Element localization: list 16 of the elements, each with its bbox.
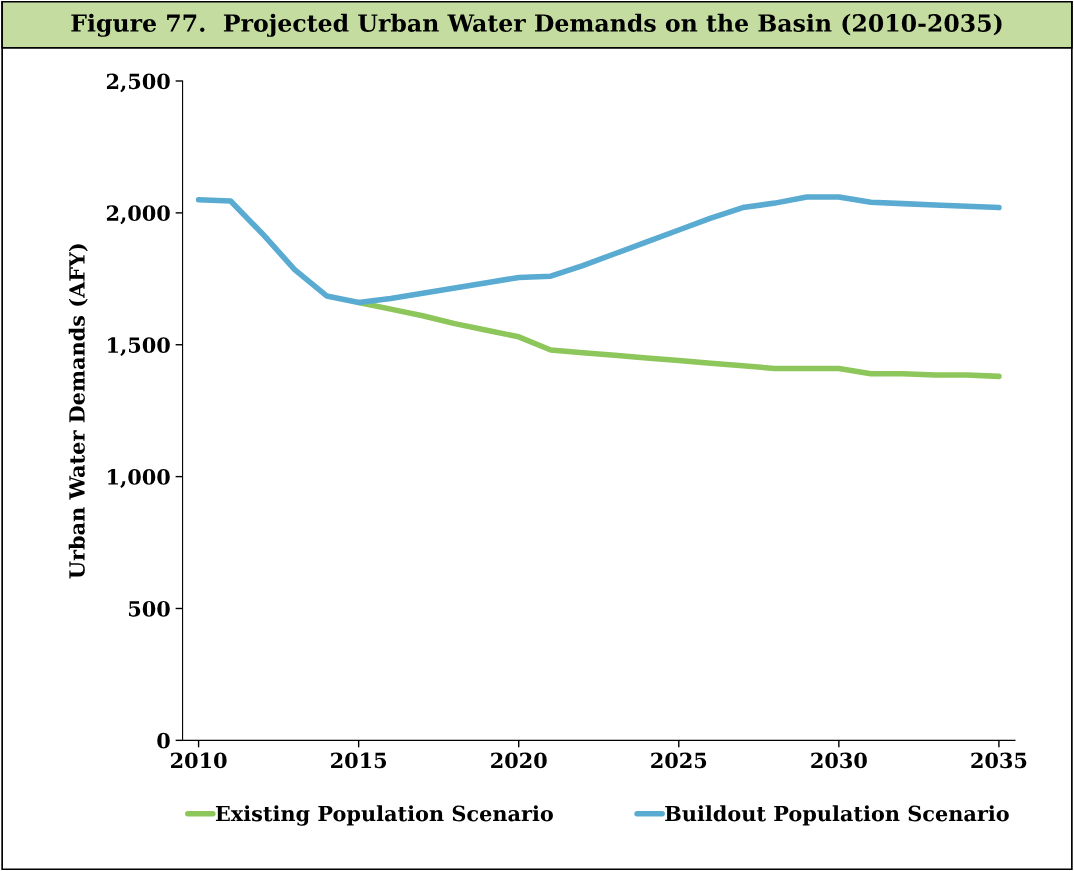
x-tick-label: 2025 (651, 752, 707, 769)
x-tick-label: 2015 (331, 752, 387, 769)
x-tick-label: 2030 (811, 752, 867, 769)
chart-title: Figure 77. Projected Urban Water Demands on the Basin (2010-2035) (71, 13, 1002, 37)
y-tick-label: 0 (157, 732, 170, 749)
x-tick-label: 2020 (491, 752, 547, 769)
x-tick-label: 2010 (170, 752, 227, 769)
y-tick-label: 1,000 (108, 469, 170, 488)
legend-label: Buildout Population Scenario (665, 805, 1009, 826)
y-tick-label: 500 (129, 600, 170, 617)
y-axis-title: Urban Water Demands (AFY) (68, 244, 88, 579)
y-tick-label: 2,000 (106, 205, 170, 225)
y-tick-label: 1,500 (108, 337, 170, 357)
y-tick-label: 2,500 (106, 73, 170, 93)
x-tick-label: 2035 (971, 752, 1027, 769)
legend-label: Existing Population Scenario (215, 805, 553, 826)
